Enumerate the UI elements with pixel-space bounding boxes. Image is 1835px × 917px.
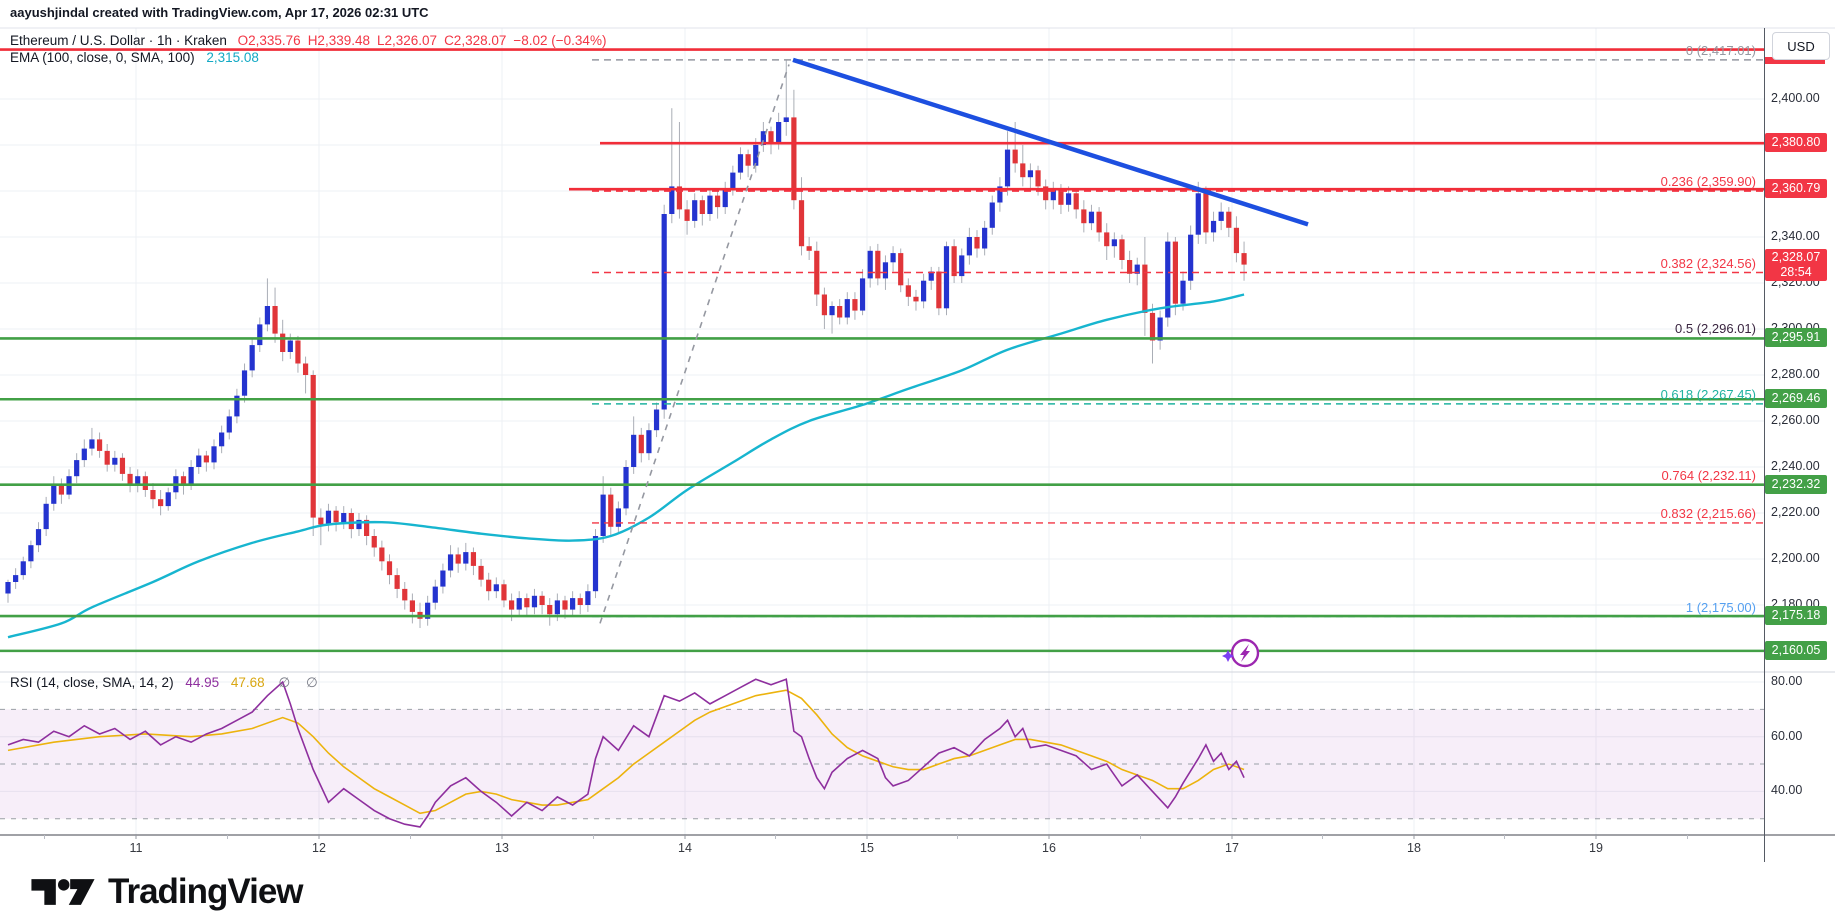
pane-borders (0, 27, 1835, 839)
time-tick-label[interactable]: 14 (678, 841, 692, 855)
price-tick-label: 2,340.00 (1771, 229, 1820, 243)
attribution-text: aayushjindal created with TradingView.co… (10, 5, 429, 20)
fib-level-label[interactable]: 0.382 (2,324.56) (1660, 255, 1756, 271)
rsi-sma-value: 47.68 (230, 675, 265, 690)
fib-level-label[interactable]: 0.5 (2,296.01) (1675, 321, 1756, 337)
rsi-lines[interactable] (7, 678, 1245, 828)
change-value: −8.02 (−0.34%) (513, 33, 607, 48)
tradingview-glyph-icon (31, 879, 95, 905)
fib-level-label[interactable]: 1 (2,175.00) (1685, 599, 1756, 615)
interval-label[interactable]: 1h (157, 33, 173, 48)
tradingview-logo[interactable]: TradingView (30, 872, 304, 912)
rsi-band (0, 708, 1764, 820)
rsi-tick-label: 60.00 (1771, 728, 1803, 743)
rsi-tick-label: 80.00 (1771, 674, 1803, 688)
clipped-price-badge (1765, 57, 1825, 64)
ema-line[interactable] (7, 293, 1245, 639)
close-value: C2,328.07 (444, 33, 507, 48)
price-tick-label: 2,400.00 (1771, 91, 1820, 105)
rsi-legend[interactable]: RSI (14, close, SMA, 14, 2) 44.95 47.68 … (10, 675, 324, 691)
price-axis-border (1764, 28, 1765, 862)
horizontal-level-lines[interactable] (0, 48, 1764, 653)
rsi-value: 44.95 (185, 675, 220, 690)
trendlines[interactable] (599, 57, 1309, 624)
price-tick-label: 2,200.00 (1771, 551, 1820, 565)
current-price-badge: 2,328.07 28:54 (1765, 249, 1827, 282)
fib-level-label[interactable]: 0.832 (2,215.66) (1660, 505, 1756, 521)
price-level-badge: 2,380.80 (1765, 133, 1827, 153)
ema-legend[interactable]: EMA (100, close, 0, SMA, 100) 2,315.08 (10, 50, 259, 65)
high-value: H2,339.48 (307, 33, 370, 48)
symbol-legend[interactable]: Ethereum / U.S. Dollar · 1h · Kraken O2,… (10, 33, 607, 48)
ema-label: EMA (100, close, 0, SMA, 100) (10, 50, 195, 65)
price-level-badge: 2,360.79 (1765, 179, 1827, 199)
price-level-badge: 2,232.32 (1765, 474, 1827, 494)
time-tick-label[interactable]: 16 (1042, 841, 1056, 855)
time-tick-label[interactable]: 12 (312, 841, 326, 855)
fib-level-label[interactable]: 0 (2,417.01) (1685, 42, 1756, 58)
rsi-label: RSI (14, close, SMA, 14, 2) (10, 675, 174, 690)
price-level-badge: 2,160.05 (1765, 640, 1827, 660)
time-tick-label[interactable]: 13 (495, 841, 509, 855)
boost-flash-icon[interactable] (1222, 638, 1260, 668)
ohlc-values: O2,335.76 H2,339.48 L2,326.07 C2,328.07 −8.0… (231, 33, 607, 48)
exchange-label[interactable]: Kraken (184, 33, 227, 48)
price-level-badge: 2,295.91 (1765, 328, 1827, 348)
symbol-title[interactable]: Ethereum / U.S. Dollar (10, 33, 146, 48)
rsi-hidden-values: ∅ ∅ (278, 675, 324, 690)
price-tick-label: 2,280.00 (1771, 367, 1820, 381)
rsi-tick-label: 40.00 (1771, 783, 1803, 798)
tradingview-logo-text: TradingView (108, 872, 304, 911)
time-tick-label[interactable]: 15 (860, 841, 874, 855)
price-level-badge: 2,175.18 (1765, 606, 1827, 626)
gridlines (0, 28, 1764, 835)
price-level-badge: 2,269.46 (1765, 389, 1827, 409)
fib-level-label[interactable]: 0.236 (2,359.90) (1660, 174, 1756, 190)
open-value: O2,335.76 (237, 33, 301, 48)
time-tick-label[interactable]: 18 (1407, 841, 1421, 855)
fib-level-label[interactable]: 0.618 (2,267.45) (1660, 386, 1756, 402)
price-tick-label: 2,220.00 (1771, 505, 1820, 519)
price-tick-label: 2,260.00 (1771, 413, 1820, 427)
currency-toggle-button[interactable]: USD (1772, 32, 1830, 60)
fib-level-label[interactable]: 0.764 (2,232.11) (1661, 468, 1756, 484)
time-tick-label[interactable]: 11 (129, 841, 143, 855)
time-tick-label[interactable]: 17 (1225, 841, 1239, 855)
ema-value: 2,315.08 (206, 50, 259, 65)
price-tick-label: 2,240.00 (1771, 459, 1820, 473)
time-tick-label[interactable]: 19 (1589, 841, 1603, 855)
low-value: L2,326.07 (377, 33, 438, 48)
